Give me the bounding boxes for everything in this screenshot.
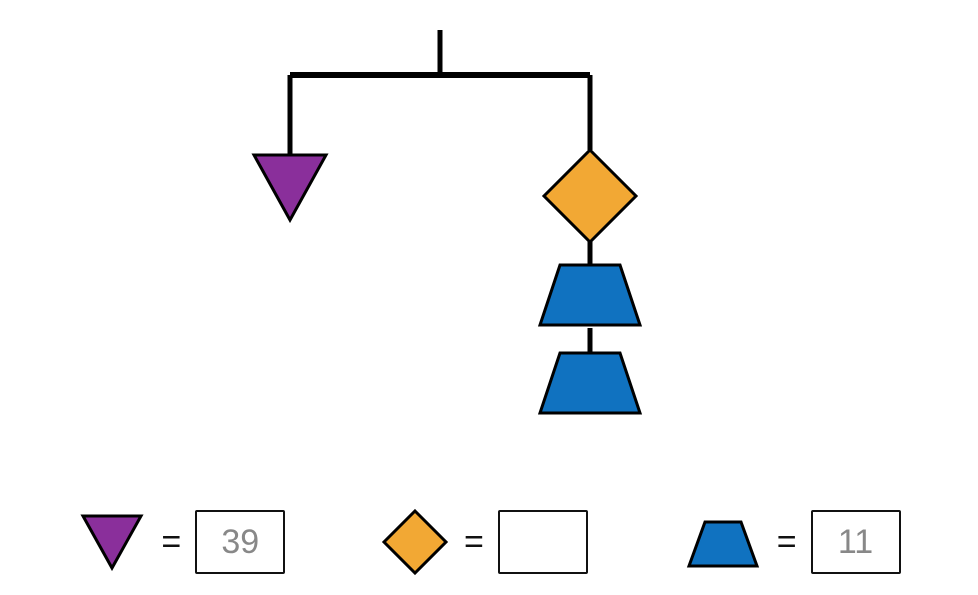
legend-trapezoid: = 11 bbox=[683, 510, 901, 574]
triangle-shape bbox=[254, 155, 326, 220]
diamond-value-box[interactable] bbox=[498, 510, 588, 574]
triangle-value-box[interactable]: 39 bbox=[195, 510, 285, 574]
trapezoid-value: 11 bbox=[838, 523, 873, 562]
mobile-svg bbox=[0, 0, 978, 470]
legend-triangle: = 39 bbox=[77, 510, 285, 574]
diamond-shape bbox=[544, 150, 636, 242]
equals-sign: = bbox=[161, 523, 181, 562]
triangle-icon bbox=[77, 510, 147, 574]
triangle-value: 39 bbox=[221, 523, 259, 562]
legend: = 39 = = 11 bbox=[0, 507, 978, 577]
trapezoid-icon bbox=[683, 510, 763, 574]
diamond-icon bbox=[380, 507, 450, 577]
trapezoid-value-box[interactable]: 11 bbox=[811, 510, 901, 574]
trapezoid-shape-2 bbox=[540, 353, 640, 413]
equals-sign: = bbox=[777, 523, 797, 562]
legend-diamond: = bbox=[380, 507, 588, 577]
trapezoid-shape-1 bbox=[540, 265, 640, 325]
balance-diagram: = 39 = = 11 bbox=[0, 0, 978, 595]
equals-sign: = bbox=[464, 523, 484, 562]
